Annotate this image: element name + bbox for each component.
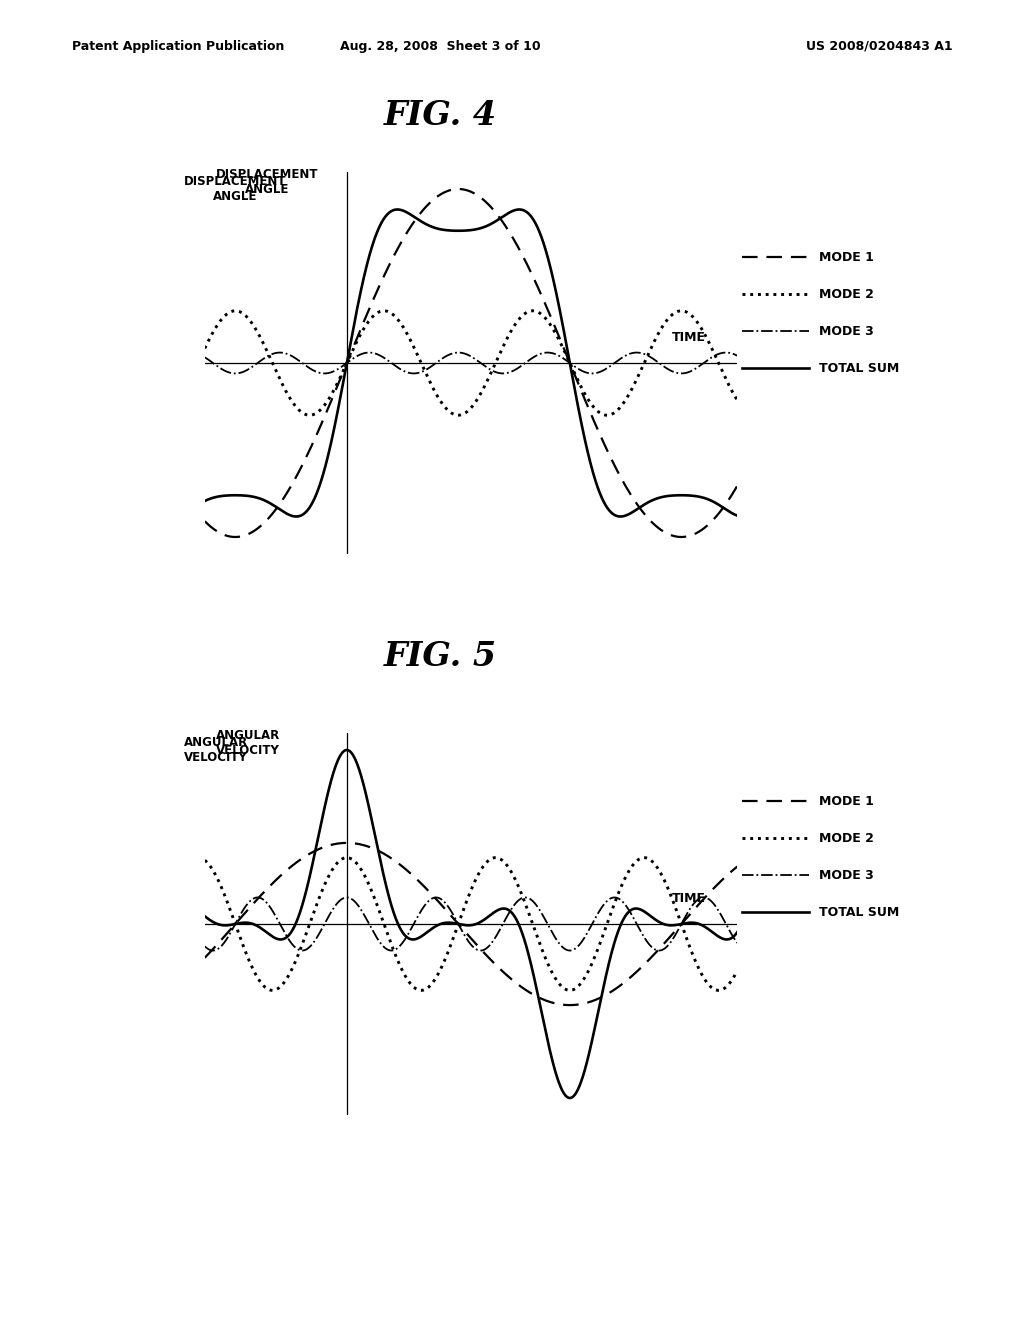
Text: MODE 2: MODE 2 [819,832,874,845]
Text: MODE 1: MODE 1 [819,795,874,808]
Text: MODE 1: MODE 1 [819,251,874,264]
Text: Patent Application Publication: Patent Application Publication [72,40,284,53]
Text: DISPLACEMENT
ANGLE: DISPLACEMENT ANGLE [215,168,317,195]
Text: ANGULAR
VELOCITY: ANGULAR VELOCITY [184,737,248,764]
Text: FIG. 5: FIG. 5 [384,640,497,673]
Text: Aug. 28, 2008  Sheet 3 of 10: Aug. 28, 2008 Sheet 3 of 10 [340,40,541,53]
Text: MODE 3: MODE 3 [819,869,873,882]
Text: US 2008/0204843 A1: US 2008/0204843 A1 [806,40,952,53]
Text: TIME: TIME [672,331,706,343]
Text: TOTAL SUM: TOTAL SUM [819,906,899,919]
Text: MODE 2: MODE 2 [819,288,874,301]
Text: FIG. 4: FIG. 4 [384,99,497,132]
Text: TIME: TIME [672,892,706,906]
Text: DISPLACEMENT
ANGLE: DISPLACEMENT ANGLE [184,176,287,203]
Text: MODE 3: MODE 3 [819,325,873,338]
Text: TOTAL SUM: TOTAL SUM [819,362,899,375]
Text: ANGULAR
VELOCITY: ANGULAR VELOCITY [215,729,280,756]
